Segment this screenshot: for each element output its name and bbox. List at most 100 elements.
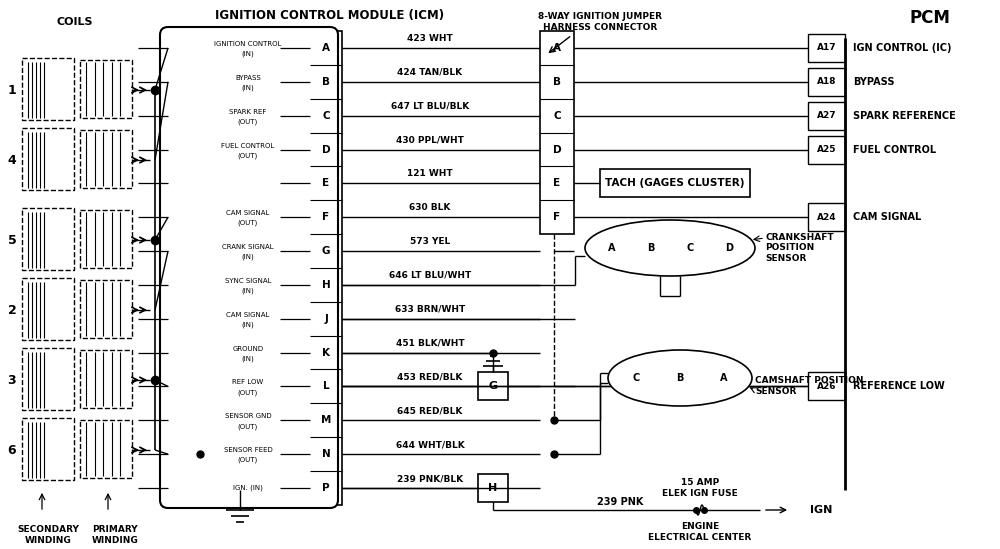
Bar: [22, 278, 74, 340]
Bar: [715, 235, 743, 261]
Text: IGNITION CONTROL: IGNITION CONTROL: [214, 41, 282, 47]
Text: SPARK REFERENCE: SPARK REFERENCE: [853, 111, 956, 121]
Bar: [808, 203, 845, 231]
Text: (OUT): (OUT): [238, 119, 258, 125]
Text: PRIMARY
WINDING: PRIMARY WINDING: [92, 525, 138, 545]
Bar: [22, 348, 74, 410]
Bar: [808, 372, 845, 400]
Text: CAM SIGNAL: CAM SIGNAL: [853, 212, 921, 222]
Text: 573 YEL: 573 YEL: [410, 237, 450, 246]
Text: A26: A26: [817, 382, 836, 391]
Text: 239 PNK/BLK: 239 PNK/BLK: [397, 474, 463, 483]
Text: G: G: [488, 382, 498, 391]
Text: L: L: [323, 382, 329, 391]
Bar: [80, 350, 132, 408]
Text: CRANK SIGNAL: CRANK SIGNAL: [222, 244, 274, 250]
Text: GROUND: GROUND: [232, 346, 264, 351]
Text: 121 WHT: 121 WHT: [407, 170, 453, 178]
Text: (IN): (IN): [242, 288, 254, 294]
Bar: [540, 31, 574, 234]
Bar: [808, 34, 845, 62]
Bar: [22, 58, 74, 120]
Text: COILS: COILS: [57, 17, 93, 27]
Text: 6: 6: [8, 444, 16, 457]
Text: B: B: [322, 77, 330, 87]
Text: E: E: [553, 178, 561, 188]
Bar: [676, 235, 704, 261]
Bar: [478, 372, 508, 400]
Bar: [622, 365, 650, 391]
Text: 3: 3: [8, 373, 16, 386]
Text: FUEL CONTROL: FUEL CONTROL: [221, 143, 275, 149]
Text: C: C: [632, 373, 640, 383]
Bar: [710, 365, 738, 391]
Text: ENGINE
ELECTRICAL CENTER: ENGINE ELECTRICAL CENTER: [648, 522, 752, 542]
Text: A24: A24: [817, 212, 836, 222]
Text: G: G: [322, 246, 330, 256]
Bar: [310, 31, 342, 505]
Text: (OUT): (OUT): [238, 152, 258, 159]
Text: A: A: [553, 43, 561, 53]
Text: A: A: [322, 43, 330, 53]
Ellipse shape: [585, 220, 755, 276]
Text: A17: A17: [817, 43, 836, 53]
Ellipse shape: [608, 350, 752, 406]
Text: C: C: [686, 243, 694, 253]
Bar: [80, 60, 132, 118]
Bar: [22, 128, 74, 190]
Text: SECONDARY
WINDING: SECONDARY WINDING: [17, 525, 79, 545]
Text: A18: A18: [817, 77, 836, 86]
Text: BYPASS: BYPASS: [235, 75, 261, 81]
Text: E: E: [322, 178, 330, 188]
Text: (OUT): (OUT): [238, 423, 258, 429]
Bar: [600, 170, 750, 198]
Bar: [478, 474, 508, 502]
Text: C: C: [322, 111, 330, 121]
Text: 424 TAN/BLK: 424 TAN/BLK: [397, 68, 463, 77]
Text: B: B: [676, 373, 684, 383]
Text: B: B: [647, 243, 655, 253]
Text: 4: 4: [8, 154, 16, 166]
Text: 644 WHT/BLK: 644 WHT/BLK: [396, 440, 464, 449]
Bar: [808, 136, 845, 164]
Text: 239 PNK: 239 PNK: [597, 497, 643, 507]
Text: 423 WHT: 423 WHT: [407, 34, 453, 43]
Text: SENSOR FEED: SENSOR FEED: [224, 447, 272, 453]
Text: F: F: [553, 212, 561, 222]
Text: CAM SIGNAL: CAM SIGNAL: [226, 210, 270, 216]
Bar: [666, 365, 694, 391]
Text: D: D: [322, 144, 330, 154]
Bar: [80, 210, 132, 268]
Text: J: J: [324, 314, 328, 324]
Text: PCM: PCM: [910, 9, 950, 27]
Text: F: F: [322, 212, 330, 222]
Text: SPARK REF: SPARK REF: [229, 109, 267, 115]
Text: SENSOR GND: SENSOR GND: [225, 413, 271, 419]
Text: BYPASS: BYPASS: [853, 77, 895, 87]
Text: CAMSHAFT POSITION
SENSOR: CAMSHAFT POSITION SENSOR: [755, 376, 864, 396]
FancyBboxPatch shape: [160, 27, 338, 508]
Bar: [808, 68, 845, 96]
Bar: [80, 280, 132, 338]
Bar: [80, 130, 132, 188]
Text: 430 PPL/WHT: 430 PPL/WHT: [396, 136, 464, 144]
Text: CRANKSHAFT
POSITION
SENSOR: CRANKSHAFT POSITION SENSOR: [765, 233, 834, 263]
Text: 630 BLK: 630 BLK: [409, 203, 451, 212]
Text: D: D: [725, 243, 733, 253]
Text: C: C: [553, 111, 561, 121]
Text: H: H: [322, 280, 330, 290]
Text: 2: 2: [8, 304, 16, 317]
Text: 8-WAY IGNITION JUMPER
HARNESS CONNECTOR: 8-WAY IGNITION JUMPER HARNESS CONNECTOR: [538, 12, 662, 32]
Text: H: H: [488, 483, 498, 493]
Text: (IN): (IN): [242, 254, 254, 260]
Text: CAM SIGNAL: CAM SIGNAL: [226, 312, 270, 318]
Text: (IN): (IN): [242, 51, 254, 57]
Text: 15 AMP
ELEK IGN FUSE: 15 AMP ELEK IGN FUSE: [662, 478, 738, 498]
Bar: [80, 420, 132, 478]
Text: A27: A27: [817, 111, 836, 120]
Text: B: B: [553, 77, 561, 87]
Text: 647 LT BLU/BLK: 647 LT BLU/BLK: [391, 102, 469, 111]
Text: A25: A25: [817, 145, 836, 154]
Text: IGN CONTROL (IC): IGN CONTROL (IC): [853, 43, 952, 53]
Text: SYNC SIGNAL: SYNC SIGNAL: [225, 278, 271, 284]
